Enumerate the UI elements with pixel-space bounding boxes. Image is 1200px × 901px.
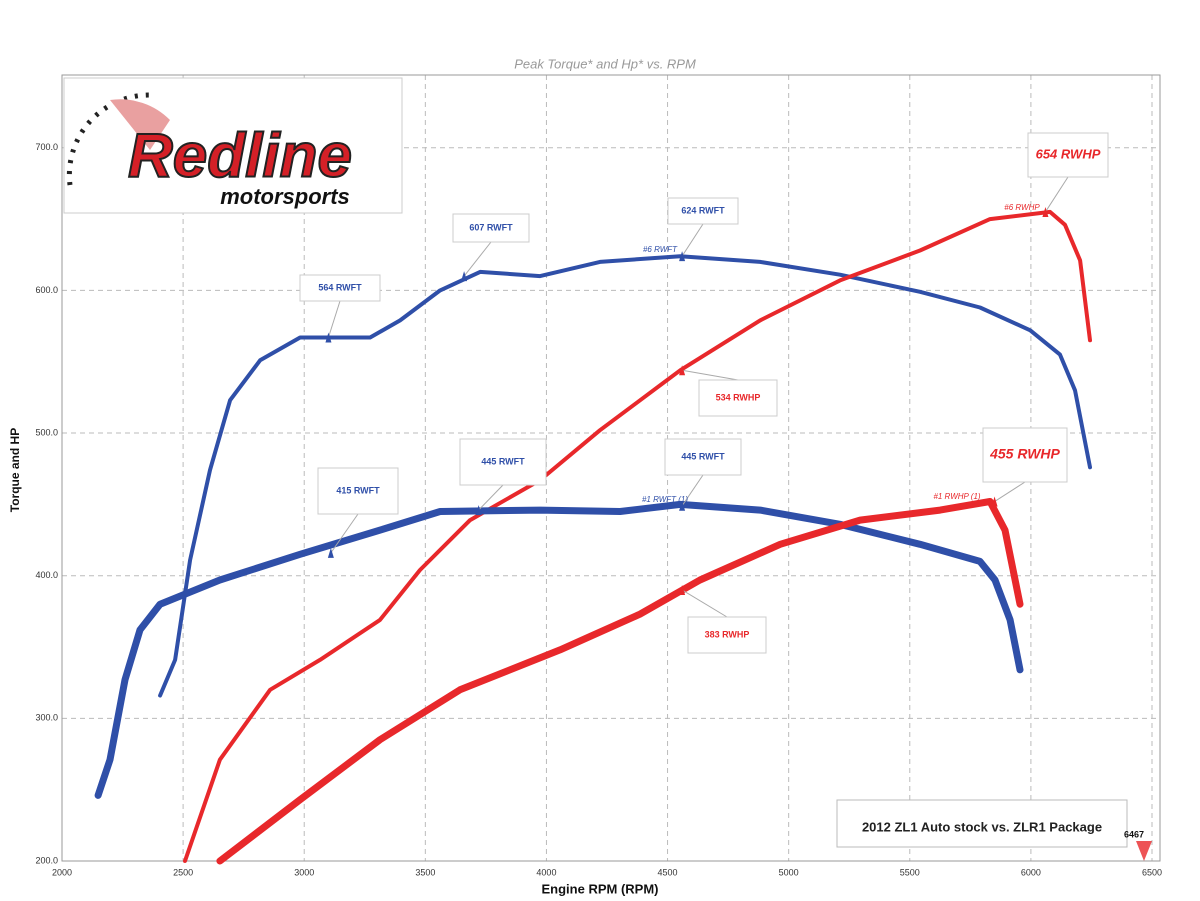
curve-label: #6 RWFT [643, 245, 678, 254]
callout-label: 445 RWFT [681, 451, 725, 461]
y-tick-label: 300.0 [35, 713, 58, 723]
callout-box [698, 379, 778, 417]
y-axis-label: Torque and HP [8, 428, 22, 512]
callout-leader [1045, 176, 1069, 213]
callout-label: 624 RWFT [681, 205, 725, 215]
x-tick-label: 4000 [536, 867, 556, 877]
callout-leader [327, 300, 341, 338]
x-tick-label: 5000 [779, 867, 799, 877]
gauge-needle [110, 99, 170, 150]
x-tick-label: 3000 [294, 867, 314, 877]
callout-leader [682, 369, 739, 381]
callout-leader [463, 241, 492, 277]
y-tick-label: 400.0 [35, 570, 58, 580]
callout-box [667, 197, 739, 225]
callout-leader [478, 484, 504, 511]
logo: Redline motorsports [63, 77, 403, 214]
callout-leader [681, 474, 704, 507]
series-line [158, 254, 1092, 698]
series-line [216, 498, 1024, 865]
rpm-marker-label: 6467 [1124, 829, 1144, 839]
gauge [66, 92, 151, 186]
info-box [836, 799, 1128, 848]
callout-box [664, 438, 742, 476]
callout-label: 654 RWHP [1036, 146, 1101, 161]
callout-label: 383 RWHP [705, 629, 750, 639]
callout-leader [681, 589, 728, 618]
callout-label: 445 RWFT [481, 456, 525, 466]
x-tick-label: 2000 [52, 867, 72, 877]
callout-anchor [679, 500, 686, 511]
callout-leader [994, 481, 1026, 502]
curve-label: #6 RWHP [1004, 203, 1040, 212]
callout-anchor [325, 332, 332, 343]
y-tick-label: 700.0 [35, 142, 58, 152]
y-tick-label: 600.0 [35, 285, 58, 295]
logo-brand: Redline [128, 121, 352, 190]
callout-box [452, 213, 530, 243]
x-tick-label: 2500 [173, 867, 193, 877]
callout-leader [330, 513, 359, 554]
callout-label: 534 RWHP [716, 392, 761, 402]
info-text: 2012 ZL1 Auto stock vs. ZLR1 Package [862, 819, 1102, 834]
x-tick-label: 5500 [900, 867, 920, 877]
chart-title: Peak Torque* and Hp* vs. RPM [514, 56, 696, 71]
x-tick-label: 6500 [1142, 867, 1162, 877]
curve-label: #1 RWFT (1) [642, 495, 688, 504]
callout-label: 415 RWFT [336, 485, 380, 495]
callout-anchor [679, 584, 686, 595]
series-line [183, 209, 1092, 863]
y-tick-label: 500.0 [35, 427, 58, 437]
callout-anchor [991, 496, 998, 507]
x-axis-label: Engine RPM (RPM) [542, 881, 659, 896]
callout-box [1027, 132, 1109, 178]
callout-anchor [461, 271, 468, 282]
callout-leader [681, 223, 704, 257]
callout-label: 455 RWHP [989, 446, 1060, 462]
callout-box [299, 274, 381, 302]
x-tick-label: 6000 [1021, 867, 1041, 877]
callout-box [982, 427, 1068, 483]
callout-anchor [679, 251, 686, 262]
logo-subtitle: motorsports [220, 184, 350, 209]
callout-box [459, 438, 547, 486]
y-tick-label: 200.0 [35, 855, 58, 865]
callout-anchor [679, 365, 686, 376]
x-tick-label: 3500 [415, 867, 435, 877]
callout-box [317, 467, 399, 515]
x-tick-label: 4500 [658, 867, 678, 877]
callout-label: 564 RWFT [318, 282, 362, 292]
curve-label: #1 RWHP (1) [933, 492, 980, 501]
plot-frame [61, 74, 1161, 862]
callout-anchor [1042, 206, 1049, 217]
callout-box [687, 616, 767, 654]
callout-label: 607 RWFT [469, 222, 513, 232]
callout-anchor [327, 547, 334, 558]
series-line [94, 500, 1024, 799]
callout-anchor [475, 505, 482, 516]
rpm-marker [1136, 841, 1153, 861]
